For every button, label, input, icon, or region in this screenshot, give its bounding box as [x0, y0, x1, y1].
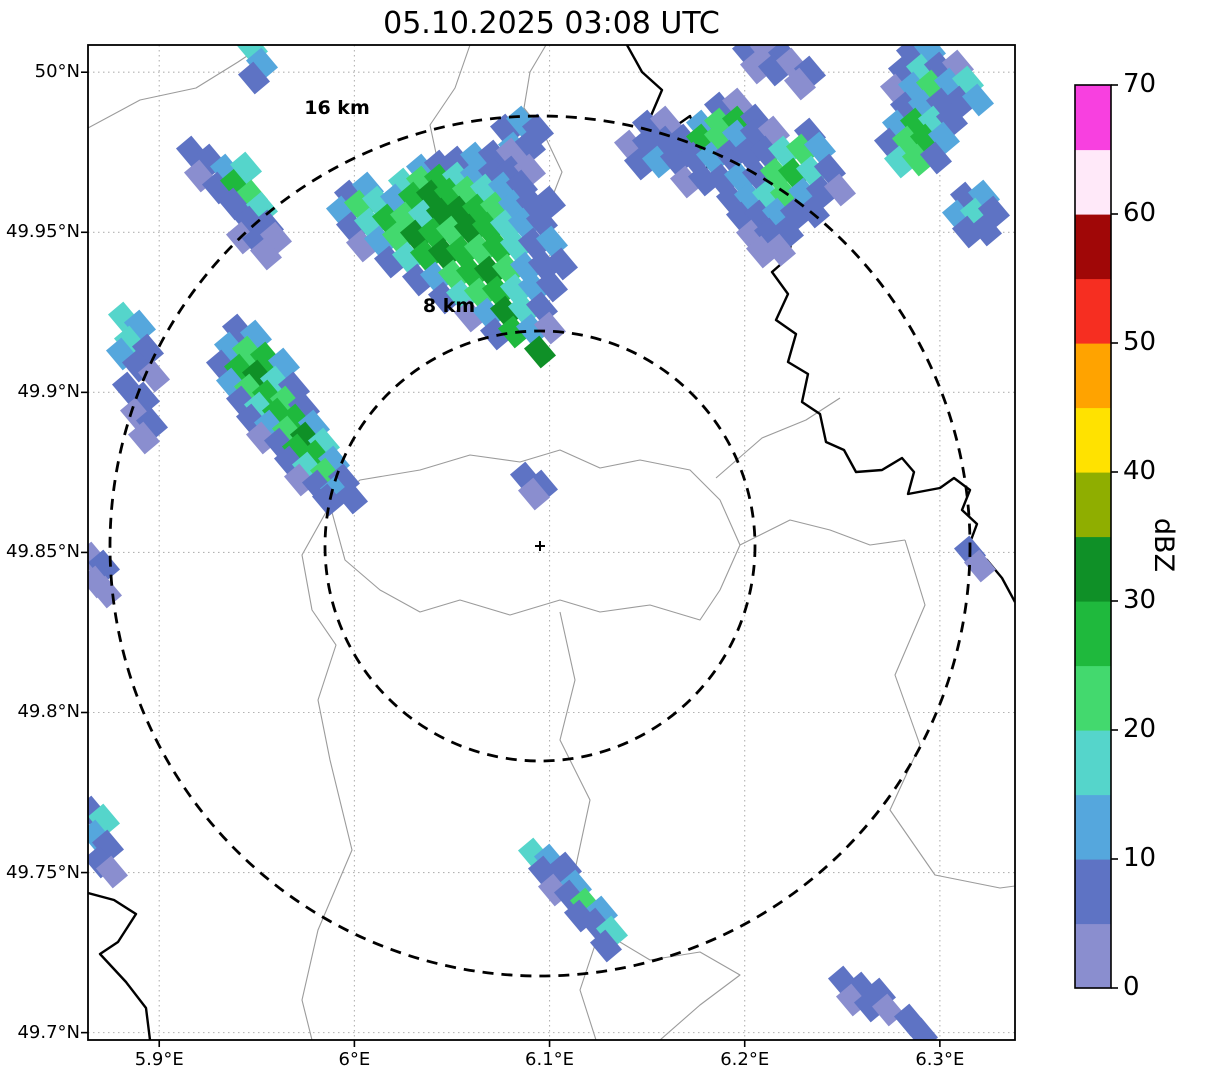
colorbar: [1074, 84, 1118, 989]
inner-range-ring-label: 8 km: [422, 295, 476, 317]
range-ring-8km: [323, 329, 757, 763]
y-tick-label: 49.8°N: [17, 701, 80, 723]
y-tick-label: 49.95°N: [6, 221, 80, 243]
colorbar-tick-label: 30: [1123, 585, 1157, 615]
colorbar-tick-label: 60: [1123, 198, 1157, 228]
colorbar-tick-label: 50: [1123, 327, 1157, 357]
y-tick-label: 50°N: [34, 61, 80, 83]
radar-cells-layer: [88, 45, 1011, 1040]
x-tick-label: 6°E: [338, 1049, 371, 1069]
x-tick-label: 6.2°E: [720, 1049, 770, 1069]
y-tick-label: 49.9°N: [17, 381, 80, 403]
basemap-border-lines: [88, 45, 1015, 1040]
outer-range-ring-label: 16 km: [304, 97, 370, 119]
y-tick-label: 49.75°N: [6, 861, 80, 883]
x-tick-label: 5.9°E: [134, 1049, 184, 1069]
colorbar-tick-label: 40: [1123, 456, 1157, 486]
y-tick-label: 49.85°N: [6, 541, 80, 563]
colorbar-tick-label: 70: [1123, 69, 1157, 99]
figure-title: 05.10.2025 03:08 UTC: [383, 6, 720, 41]
range-ring-16km: [108, 114, 972, 978]
colorbar-tick-label: 0: [1123, 972, 1140, 1002]
plot-border: [87, 44, 1016, 1041]
colorbar-tick-label: 20: [1123, 714, 1157, 744]
colorbar-tick-label: 10: [1123, 843, 1157, 873]
axis-ticks: [81, 71, 941, 1047]
colorbar-axis-label: dBZ: [1148, 517, 1179, 573]
x-tick-label: 6.3°E: [915, 1049, 965, 1069]
y-tick-label: 49.7°N: [17, 1021, 80, 1043]
x-tick-label: 6.1°E: [525, 1049, 575, 1069]
radar-site-marker: [535, 541, 545, 551]
